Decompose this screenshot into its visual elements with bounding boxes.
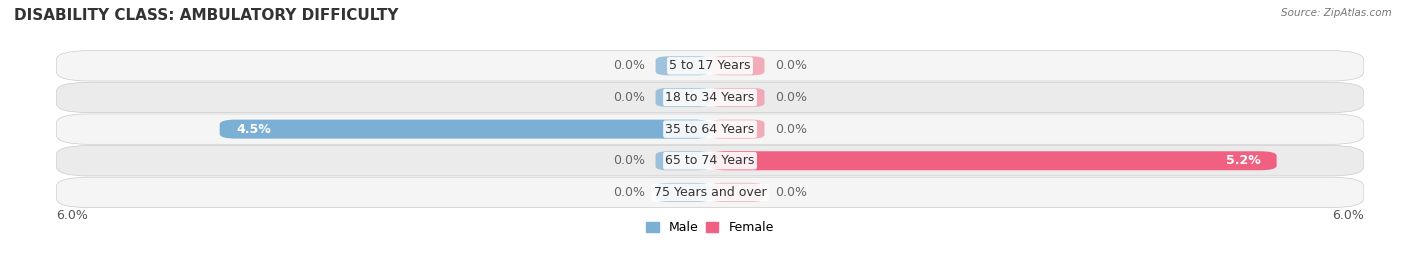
Text: Source: ZipAtlas.com: Source: ZipAtlas.com bbox=[1281, 8, 1392, 18]
FancyBboxPatch shape bbox=[655, 56, 710, 75]
FancyBboxPatch shape bbox=[710, 151, 1277, 170]
Text: 75 Years and over: 75 Years and over bbox=[654, 186, 766, 199]
Text: 0.0%: 0.0% bbox=[776, 186, 807, 199]
FancyBboxPatch shape bbox=[710, 183, 765, 202]
FancyBboxPatch shape bbox=[710, 56, 765, 75]
FancyBboxPatch shape bbox=[56, 114, 1364, 144]
FancyBboxPatch shape bbox=[56, 146, 1364, 176]
FancyBboxPatch shape bbox=[655, 151, 710, 170]
FancyBboxPatch shape bbox=[655, 183, 710, 202]
Text: 4.5%: 4.5% bbox=[236, 123, 271, 136]
Text: DISABILITY CLASS: AMBULATORY DIFFICULTY: DISABILITY CLASS: AMBULATORY DIFFICULTY bbox=[14, 8, 398, 23]
FancyBboxPatch shape bbox=[56, 177, 1364, 208]
FancyBboxPatch shape bbox=[219, 120, 710, 139]
Text: 0.0%: 0.0% bbox=[613, 154, 644, 167]
Text: 0.0%: 0.0% bbox=[613, 59, 644, 72]
Legend: Male, Female: Male, Female bbox=[641, 216, 779, 239]
Text: 0.0%: 0.0% bbox=[613, 91, 644, 104]
Text: 6.0%: 6.0% bbox=[1331, 209, 1364, 222]
Text: 0.0%: 0.0% bbox=[776, 91, 807, 104]
FancyBboxPatch shape bbox=[710, 120, 765, 139]
Text: 0.0%: 0.0% bbox=[613, 186, 644, 199]
FancyBboxPatch shape bbox=[56, 82, 1364, 113]
Text: 6.0%: 6.0% bbox=[56, 209, 89, 222]
FancyBboxPatch shape bbox=[56, 51, 1364, 81]
FancyBboxPatch shape bbox=[710, 88, 765, 107]
Text: 0.0%: 0.0% bbox=[776, 59, 807, 72]
Text: 18 to 34 Years: 18 to 34 Years bbox=[665, 91, 755, 104]
Text: 35 to 64 Years: 35 to 64 Years bbox=[665, 123, 755, 136]
FancyBboxPatch shape bbox=[655, 88, 710, 107]
Text: 0.0%: 0.0% bbox=[776, 123, 807, 136]
Text: 5 to 17 Years: 5 to 17 Years bbox=[669, 59, 751, 72]
Text: 65 to 74 Years: 65 to 74 Years bbox=[665, 154, 755, 167]
Text: 5.2%: 5.2% bbox=[1226, 154, 1260, 167]
